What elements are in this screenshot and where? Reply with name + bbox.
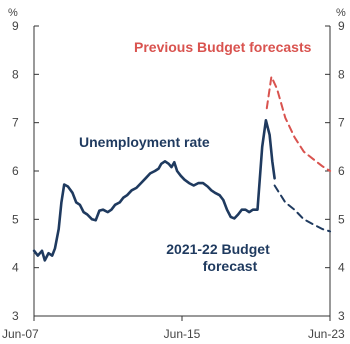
- annotation-budget-forecast-line1: 2021-22 Budget: [166, 241, 270, 257]
- annotation-unemployment-rate: Unemployment rate: [79, 134, 210, 150]
- x-tick-label: Jun-23: [308, 327, 345, 341]
- y-tick-label-right: 9: [338, 19, 345, 33]
- y-tick-label-left: 4: [12, 261, 19, 275]
- y-tick-label-left: 9: [12, 19, 19, 33]
- right-unit-label: %: [336, 7, 346, 19]
- y-tick-label-left: 7: [12, 116, 19, 130]
- y-tick-label-right: 6: [338, 164, 345, 178]
- y-tick-label-left: 3: [12, 309, 19, 323]
- x-tick-group: Jun-07 Jun-15 Jun-23: [2, 316, 345, 341]
- x-tick-label: Jun-15: [164, 327, 201, 341]
- y-tick-label-right: 4: [338, 261, 345, 275]
- annotation-budget-forecast-line2: forecast: [203, 258, 258, 274]
- left-unit-label: %: [8, 7, 18, 19]
- series-line-unemployment-rate: [32, 119, 276, 262]
- series-group: [32, 75, 332, 262]
- series-line-2021-22-budget-forecast: [273, 184, 332, 233]
- y-tick-label-left: 8: [12, 67, 19, 81]
- y-tick-label-left: 6: [12, 164, 19, 178]
- y-tick-label-right: 8: [338, 67, 345, 81]
- annotation-previous-budget-forecasts: Previous Budget forecasts: [134, 39, 312, 55]
- series-line-previous-budget-forecasts: [265, 75, 332, 172]
- y-tick-label-left: 5: [12, 212, 19, 226]
- y-tick-group: 3 3 4 4 5 5 6 6 7 7 8 8 9 9: [12, 19, 345, 323]
- y-tick-label-right: 7: [338, 116, 345, 130]
- y-tick-label-right: 5: [338, 212, 345, 226]
- y-tick-label-right: 3: [338, 309, 345, 323]
- x-tick-label: Jun-07: [2, 327, 39, 341]
